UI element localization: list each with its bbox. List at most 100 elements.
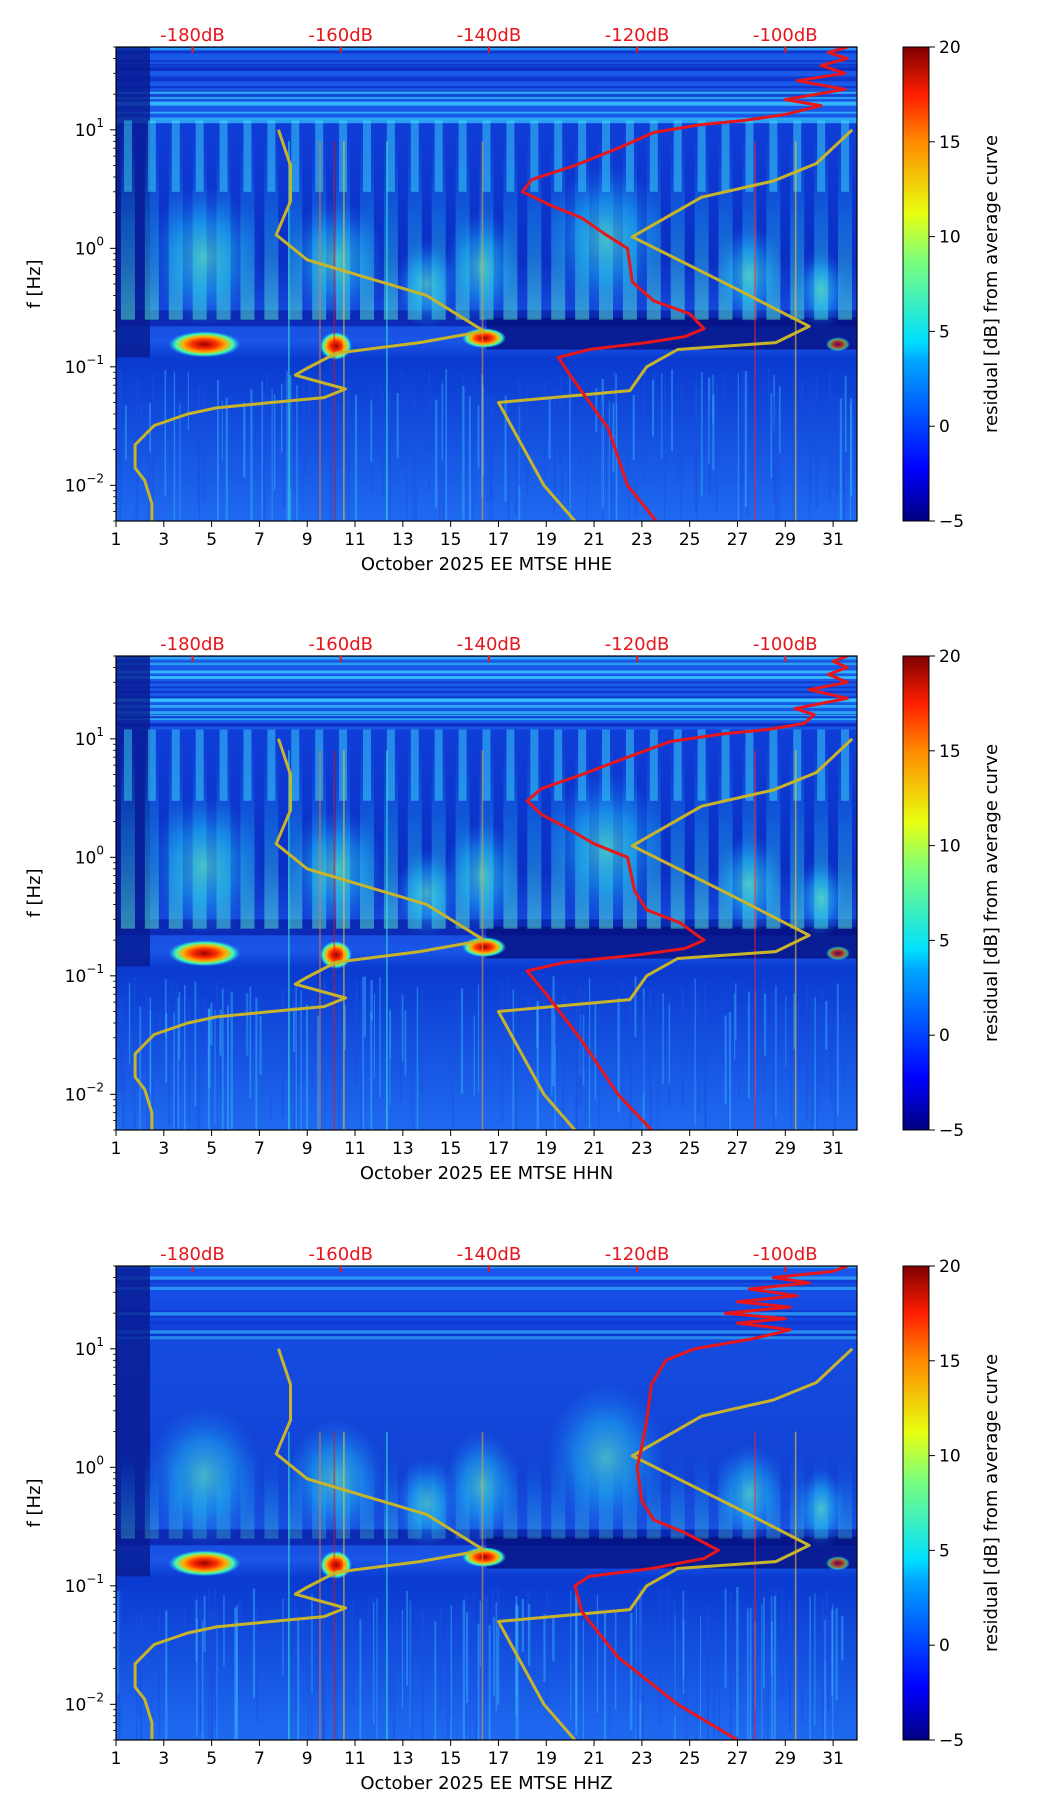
noise-model-low [133, 738, 486, 1130]
x-axis-title: October 2025 EE MTSE HHZ [360, 1773, 612, 1794]
x-tick-label: 1 [111, 530, 122, 550]
db-tick-label: -180dB [160, 1244, 225, 1265]
colorbar: 20 15 10 5 0 −5 residual [dB] from average cur… [902, 647, 1002, 1141]
noise-model-low [133, 1348, 486, 1740]
y-tick-base: 10 [65, 1695, 87, 1715]
y-tick-label: 10−2 [65, 1690, 104, 1715]
db-tick-label: -180dB [160, 634, 225, 655]
hotspot [825, 1556, 850, 1571]
colorbar-tick-label: 10 [939, 837, 961, 857]
y-tick-label: 10−1 [65, 1572, 104, 1597]
hotspot [825, 946, 850, 961]
noise-model-high [497, 1347, 854, 1740]
x-tick-label: 9 [302, 1139, 313, 1159]
x-tick-label: 11 [344, 1139, 366, 1159]
hotspot [319, 1550, 352, 1579]
db-tick-label: -100dB [753, 25, 818, 46]
colorbar-tick-label: 15 [939, 133, 961, 153]
event-line [386, 1431, 388, 1740]
colorbar-tick-label: 10 [939, 1447, 961, 1467]
colorbar-title: residual [dB] from average curve [981, 744, 1002, 1042]
colorbar-tick-label: 10 [939, 228, 961, 248]
x-tick-label: 13 [392, 530, 414, 550]
y-tick-base: 10 [65, 358, 87, 378]
colorbar-tick-label: −5 [939, 1121, 964, 1141]
db-tick-label: -160dB [308, 634, 373, 655]
x-tick-label: 7 [254, 530, 265, 550]
y-tick-exponent: 1 [96, 725, 104, 739]
colorbar-tick-label: 5 [939, 931, 950, 951]
event-line [319, 141, 321, 521]
y-tick-base: 10 [75, 1458, 97, 1478]
colorbar-gradient [902, 46, 930, 522]
colorbar-title: residual [dB] from average curve [981, 135, 1002, 433]
db-tick-label: -120dB [605, 25, 670, 46]
y-tick-exponent: −1 [86, 1572, 104, 1586]
y-tick-exponent: −1 [86, 353, 104, 367]
x-tick-label: 31 [822, 1139, 844, 1159]
y-tick-label: 101 [75, 1335, 104, 1360]
event-line [333, 141, 336, 521]
x-tick-label: 21 [583, 1749, 605, 1769]
y-tick-exponent: −2 [86, 1690, 104, 1704]
event-line [481, 1431, 484, 1740]
y-tick-base: 10 [75, 848, 97, 868]
y-tick-base: 10 [75, 239, 97, 259]
x-tick-label: 31 [822, 530, 844, 550]
x-tick-label: 19 [535, 1749, 557, 1769]
x-tick-label: 3 [158, 1139, 169, 1159]
x-tick-label: 7 [254, 1139, 265, 1159]
hotspot [168, 940, 241, 967]
y-axis-title: f [Hz] [24, 259, 45, 308]
y-tick-label: 100 [75, 843, 104, 868]
average-psd [573, 1266, 848, 1740]
x-tick-label: 7 [254, 1749, 265, 1769]
colorbar: 20 15 10 5 0 −5 residual [dB] from average cur… [902, 38, 1002, 532]
y-tick-exponent: 0 [96, 1453, 104, 1467]
event-line [319, 750, 321, 1130]
colorbar-tick-label: 5 [939, 1541, 950, 1561]
y-tick-label: 100 [75, 234, 104, 259]
x-axis-title: October 2025 EE MTSE HHN [360, 1163, 613, 1184]
db-tick-label: -140dB [457, 25, 522, 46]
colorbar-tick-label: 20 [939, 647, 961, 667]
x-tick-label: 15 [440, 1749, 462, 1769]
y-tick-base: 10 [65, 1085, 87, 1105]
event-line [288, 141, 290, 521]
hotspot [168, 331, 241, 358]
x-tick-label: 21 [583, 1139, 605, 1159]
x-tick-label: 17 [488, 530, 510, 550]
colorbar-gradient [902, 1265, 930, 1741]
x-tick-label: 23 [631, 530, 653, 550]
x-tick-label: 1 [111, 1749, 122, 1769]
colorbar-tick-label: 0 [939, 1636, 950, 1656]
colorbar-tick-label: 0 [939, 1026, 950, 1046]
x-tick-label: 29 [774, 1139, 796, 1159]
colorbar-tick-label: 0 [939, 417, 950, 437]
db-tick-label: -100dB [753, 1244, 818, 1265]
x-tick-label: 3 [158, 1749, 169, 1769]
x-tick-label: 13 [392, 1139, 414, 1159]
heatmap-image [116, 656, 857, 1130]
event-line [794, 141, 797, 521]
x-tick-label: 11 [344, 530, 366, 550]
event-line [794, 750, 797, 1130]
x-tick-label: 5 [206, 1139, 217, 1159]
y-tick-base: 10 [75, 1340, 97, 1360]
hotspot [168, 1550, 241, 1577]
y-tick-exponent: 1 [96, 116, 104, 130]
event-line [343, 141, 345, 521]
event-line [288, 1431, 290, 1740]
event-line [343, 1431, 345, 1740]
db-tick-label: -140dB [457, 634, 522, 655]
hotspot [825, 337, 850, 352]
y-tick-label: 10−1 [65, 962, 104, 987]
db-tick-label: -120dB [605, 1244, 670, 1265]
noise-model-low [133, 129, 486, 521]
x-tick-label: 15 [440, 1139, 462, 1159]
y-tick-base: 10 [75, 121, 97, 141]
colorbar-tick-label: 20 [939, 38, 961, 58]
x-tick-label: 9 [302, 1749, 313, 1769]
